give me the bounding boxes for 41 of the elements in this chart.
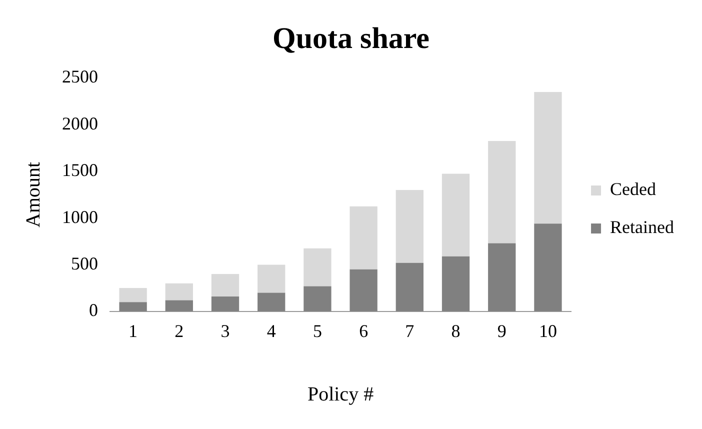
bar (396, 190, 424, 263)
x-tick-label: 5 (312, 320, 322, 341)
x-tick-label: 8 (451, 320, 460, 341)
bar (442, 174, 470, 256)
bar (534, 92, 562, 224)
bar (258, 292, 286, 312)
bar (488, 243, 516, 312)
bar (488, 141, 516, 244)
bar (165, 283, 193, 300)
x-tick-label: 9 (497, 320, 506, 341)
bar (165, 300, 193, 312)
bar (442, 256, 470, 312)
x-axis-title: Policy # (307, 383, 374, 406)
bar (258, 264, 286, 293)
bar (211, 296, 240, 312)
y-tick-label: 0 (89, 300, 98, 320)
bar (304, 248, 332, 286)
y-tick-label: 500 (71, 253, 98, 274)
legend-label: Ceded (610, 179, 656, 200)
y-tick-label: 2000 (62, 113, 98, 134)
bar (350, 206, 378, 270)
bar (119, 288, 147, 302)
legend-label: Retained (610, 217, 674, 238)
bar (119, 302, 147, 312)
bar (211, 274, 240, 296)
chart-title: Quota share (272, 22, 430, 55)
bar (304, 286, 332, 312)
y-tick-label: 1500 (62, 160, 98, 180)
y-tick-label: 1000 (62, 206, 98, 227)
bar (396, 262, 424, 312)
y-axis-title: Amount (22, 161, 44, 228)
x-tick-label: 1 (128, 320, 138, 341)
x-tick-label: 10 (538, 320, 557, 341)
x-tick-label: 7 (405, 320, 414, 341)
x-tick-label: 3 (220, 320, 230, 341)
bar (534, 224, 562, 312)
x-tick-label: 4 (266, 320, 276, 341)
y-tick-label: 2500 (62, 66, 98, 87)
x-tick-label: 2 (174, 320, 184, 341)
x-tick-label: 6 (359, 320, 368, 341)
bar (350, 269, 378, 312)
